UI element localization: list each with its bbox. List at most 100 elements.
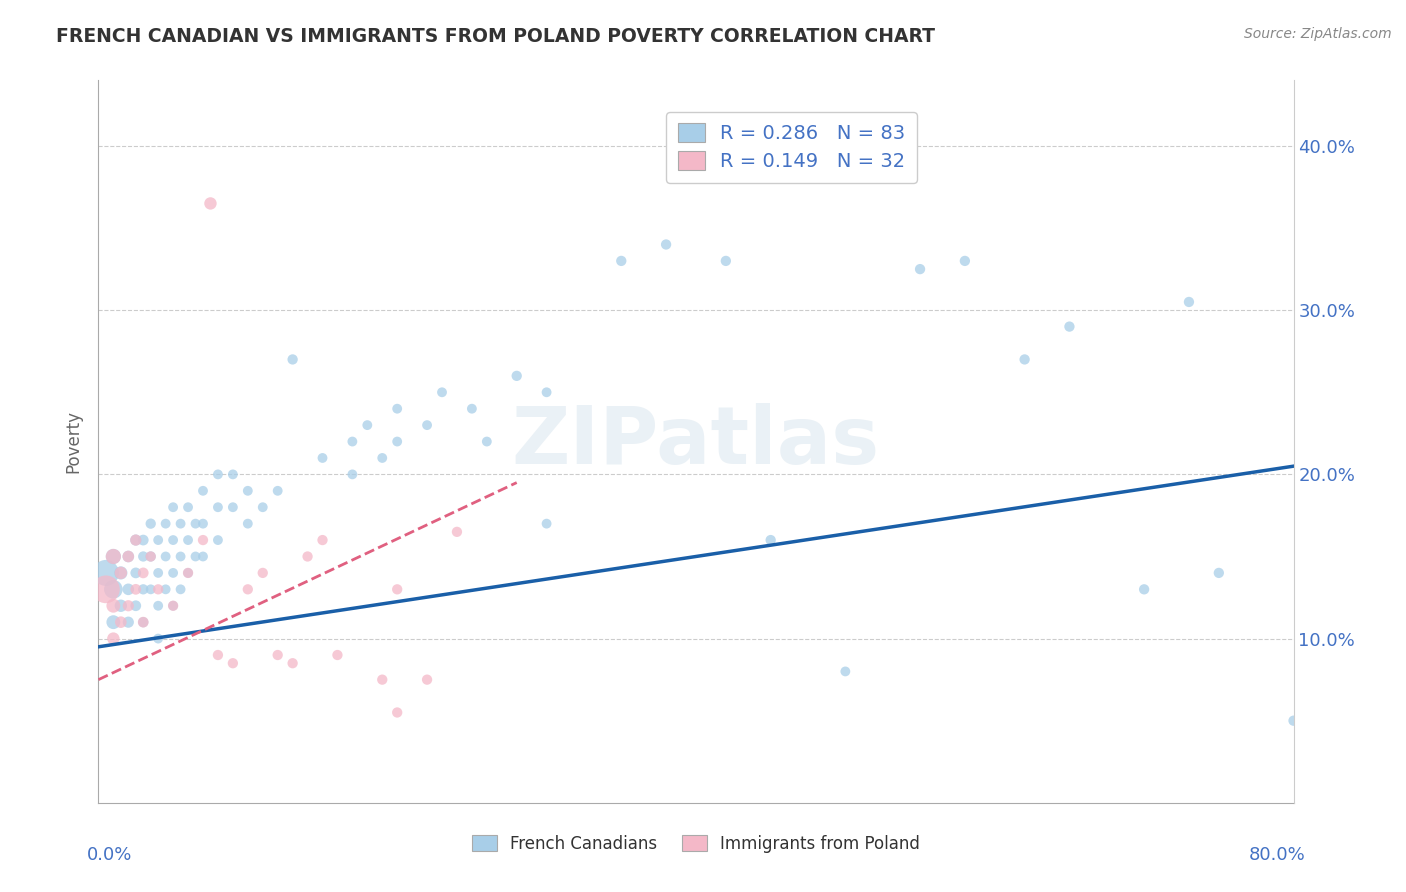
Point	[148, 632, 170, 646]
Point	[252, 566, 274, 580]
Point	[1059, 319, 1081, 334]
Point	[610, 253, 633, 268]
Point	[297, 549, 319, 564]
Point	[110, 615, 132, 630]
Point	[125, 533, 148, 547]
Point	[191, 533, 214, 547]
Point	[125, 582, 148, 597]
Point	[342, 434, 364, 449]
Point	[207, 467, 229, 482]
Point	[162, 599, 184, 613]
Point	[222, 657, 245, 671]
Point	[148, 533, 170, 547]
Text: ZIPatlas: ZIPatlas	[512, 402, 880, 481]
Text: 80.0%: 80.0%	[1249, 847, 1306, 864]
Text: FRENCH CANADIAN VS IMMIGRANTS FROM POLAND POVERTY CORRELATION CHART: FRENCH CANADIAN VS IMMIGRANTS FROM POLAN…	[56, 27, 935, 45]
Point	[103, 582, 125, 597]
Point	[385, 401, 409, 416]
Point	[714, 253, 737, 268]
Point	[103, 549, 125, 564]
Point	[446, 524, 468, 539]
Point	[252, 500, 274, 515]
Point	[155, 549, 177, 564]
Point	[94, 582, 117, 597]
Point	[207, 500, 229, 515]
Point	[103, 599, 125, 613]
Point	[759, 533, 782, 547]
Point	[110, 599, 132, 613]
Point	[132, 615, 155, 630]
Point	[103, 632, 125, 646]
Point	[207, 533, 229, 547]
Point	[177, 500, 200, 515]
Point	[117, 615, 139, 630]
Point	[311, 450, 333, 465]
Point	[311, 533, 333, 547]
Point	[200, 196, 222, 211]
Point	[281, 657, 304, 671]
Point	[385, 582, 409, 597]
Point	[1133, 582, 1156, 597]
Point	[834, 665, 856, 679]
Point	[110, 566, 132, 580]
Point	[191, 516, 214, 531]
Point	[1014, 352, 1036, 367]
Point	[162, 566, 184, 580]
Point	[177, 566, 200, 580]
Point	[103, 615, 125, 630]
Point	[416, 673, 439, 687]
Point	[184, 549, 207, 564]
Point	[191, 549, 214, 564]
Point	[236, 483, 259, 498]
Point	[191, 483, 214, 498]
Point	[536, 516, 558, 531]
Point	[207, 648, 229, 662]
Point	[222, 500, 245, 515]
Point	[148, 599, 170, 613]
Point	[222, 467, 245, 482]
Point	[148, 582, 170, 597]
Point	[326, 648, 349, 662]
Point	[908, 262, 931, 277]
Point	[267, 483, 290, 498]
Text: 0.0%: 0.0%	[87, 847, 132, 864]
Point	[169, 549, 191, 564]
Point	[139, 549, 162, 564]
Point	[371, 673, 394, 687]
Legend: French Canadians, Immigrants from Poland: French Canadians, Immigrants from Poland	[465, 828, 927, 860]
Point	[155, 582, 177, 597]
Point	[267, 648, 290, 662]
Point	[184, 516, 207, 531]
Point	[162, 500, 184, 515]
Point	[416, 418, 439, 433]
Point	[139, 549, 162, 564]
Point	[430, 385, 453, 400]
Point	[132, 533, 155, 547]
Point	[132, 582, 155, 597]
Point	[236, 516, 259, 531]
Point	[169, 516, 191, 531]
Point	[385, 706, 409, 720]
Point	[169, 582, 191, 597]
Y-axis label: Poverty: Poverty	[65, 410, 83, 473]
Point	[110, 566, 132, 580]
Point	[281, 352, 304, 367]
Point	[117, 582, 139, 597]
Point	[385, 434, 409, 449]
Point	[125, 566, 148, 580]
Point	[953, 253, 976, 268]
Point	[94, 566, 117, 580]
Point	[1178, 295, 1201, 310]
Point	[371, 450, 394, 465]
Point	[536, 385, 558, 400]
Point	[177, 566, 200, 580]
Point	[155, 516, 177, 531]
Text: Source: ZipAtlas.com: Source: ZipAtlas.com	[1244, 27, 1392, 41]
Point	[139, 582, 162, 597]
Point	[356, 418, 378, 433]
Point	[1282, 714, 1305, 728]
Point	[103, 549, 125, 564]
Point	[506, 368, 529, 383]
Point	[117, 549, 139, 564]
Point	[125, 599, 148, 613]
